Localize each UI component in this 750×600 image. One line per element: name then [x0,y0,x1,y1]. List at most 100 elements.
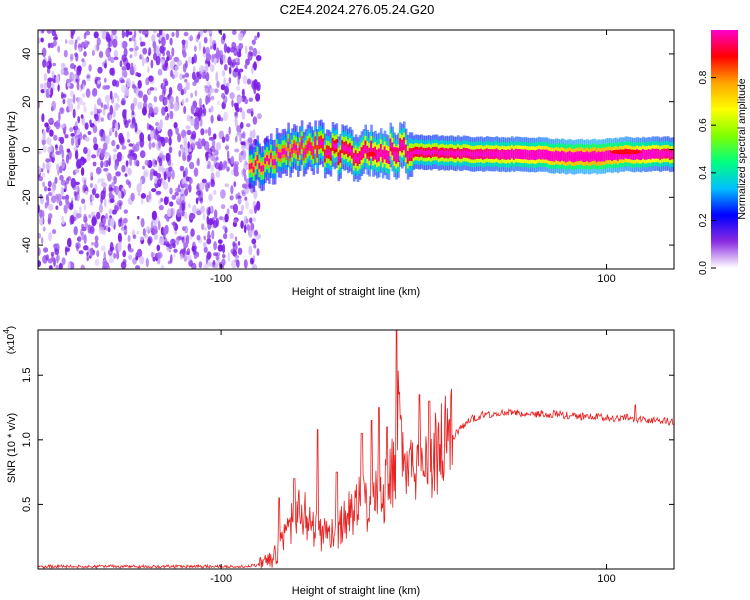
noise-speck [190,104,195,115]
noise-speck [67,237,72,248]
noise-speck [256,200,261,211]
noise-speck [150,251,154,258]
noise-speck [93,106,98,115]
noise-speck [229,92,235,100]
noise-speck [104,62,107,69]
ridge-segment [275,147,279,154]
colorbar-label: Normalized spectral amplitude [736,78,748,219]
noise-speck [234,148,240,153]
noise-speck [187,56,193,64]
noise-speck [168,86,173,96]
noise-speck [252,116,258,125]
ridge-segment [327,149,331,156]
noise-speck [55,205,59,210]
noise-speck [116,151,123,162]
noise-speck [241,132,245,139]
snr-panel: -100 100 0.5 1.0 1.5 Height of straight lin… [2,326,675,597]
noise-speck [102,186,107,195]
noise-speck [243,259,248,269]
noise-speck [215,263,218,269]
noise-speck [234,118,238,123]
noise-speck [40,83,44,89]
noise-speck [127,139,131,143]
noise-speck [121,30,125,39]
noise-speck [241,110,246,120]
noise-speck [51,70,55,79]
noise-speck [95,166,102,175]
noise-speck [202,213,206,221]
noise-speck [160,264,165,269]
noise-speck [185,60,188,69]
noise-speck [159,94,164,102]
noise-speck [156,244,161,252]
noise-speck [205,94,211,104]
noise-speck [122,250,127,258]
noise-speck [223,111,228,122]
noise-speck [163,84,167,95]
ridge-segment [435,149,439,154]
noise-speck [125,30,130,37]
noise-speck [227,56,232,66]
spectral-ridge [248,119,674,192]
noise-speck [207,160,211,169]
noise-speck [93,143,99,151]
ridge-segment [430,151,433,156]
noise-speck [183,135,188,146]
noise-speck [153,219,157,227]
noise-speck [54,33,58,39]
noise-speck [193,112,199,117]
ridge-segment [605,153,608,158]
noise-speck [234,111,238,117]
noise-speck [154,121,159,127]
noise-speck [253,244,257,249]
noise-speck [183,211,188,220]
noise-speck [186,254,192,262]
noise-speck [211,138,216,148]
noise-speck [147,102,153,110]
ridge-segment [422,150,425,156]
noise-speck [208,30,213,35]
noise-speck [82,93,86,98]
noise-speck [112,148,118,153]
noise-speck [188,152,192,161]
noise-speck [233,102,239,108]
ridge-segment [543,152,547,157]
ridge-segment [472,152,475,157]
ridge-segment [564,155,568,160]
noise-speck [51,253,54,261]
noise-speck [81,101,86,107]
ridge-segment [385,153,389,160]
noise-speck [164,116,169,121]
spectrogram-panel: -100 100 -40 -20 0 20 40 Height of straight l… [6,29,675,298]
noise-speck [231,99,234,108]
noise-speck [200,65,206,73]
noise-speck [166,50,171,57]
noise-speck [211,229,215,240]
noise-speck [222,225,227,230]
noise-speck [38,150,42,155]
snr-scale-factor: (x104) [2,326,17,354]
ridge-segment [476,151,479,157]
ridge-segment [645,152,649,158]
noise-speck [125,166,130,173]
noise-speck [128,248,134,253]
ridge-segment [632,152,635,158]
noise-speck [250,110,254,117]
noise-speck [64,182,67,192]
noise-speck [105,134,111,144]
ridge-segment [352,156,356,163]
noise-speck [123,57,129,67]
ridge-hot-spot [366,151,377,157]
noise-speck [182,170,186,178]
noise-speck [137,80,142,89]
noise-speck [63,67,68,72]
noise-speck [206,207,209,213]
noise-speck [195,197,199,205]
ridge-segment [250,162,254,169]
noise-speck [184,251,190,256]
noise-speck [86,74,91,79]
noise-speck [46,137,52,145]
noise-speck [255,93,261,102]
noise-speck [74,150,79,160]
